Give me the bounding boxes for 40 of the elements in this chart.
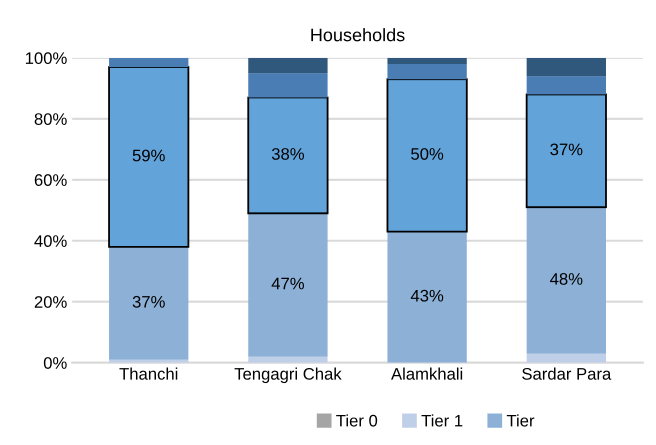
x-tick-label: Sardar Para [522,368,612,380]
y-tick-label: 20% [34,296,67,308]
x-tick-label: Alamkhali [391,368,462,380]
data-label: 50% [411,148,444,160]
data-label: 37% [132,296,165,308]
bar [387,58,467,64]
bar [386,78,468,233]
x-tick-label: Tengagri Chak [234,368,342,384]
bar [248,73,328,98]
bar [526,94,607,208]
y-tick-label: 40% [34,235,67,247]
bar [526,354,606,363]
data-label: 38% [272,148,304,160]
y-tick-label: 0% [44,357,67,369]
data-label: 37% [550,143,582,156]
bar [526,58,606,76]
bar [526,207,606,354]
bar [109,246,188,360]
legend-label: Tier 1 [422,414,462,427]
legend-label: Tier 0 [336,414,378,427]
y-tick-label: 80% [34,113,67,126]
bar [248,213,328,357]
bar [109,58,188,67]
x-tick-label: Thanchi [119,368,178,380]
legend-label: Tier [506,414,534,427]
data-label: 43% [410,290,444,302]
y-tick-label: 100% [26,52,67,64]
bar [526,76,606,94]
bar [109,360,188,363]
data-label: 59% [132,150,165,162]
bar [387,64,467,80]
bar [387,232,467,363]
bar [248,58,328,74]
data-label: 47% [272,278,304,290]
data-label: 48% [550,273,582,285]
bar [248,356,328,363]
bar [108,66,190,248]
chart-title: Households [311,28,405,42]
bar [247,96,328,214]
y-tick-label: 60% [34,174,67,186]
